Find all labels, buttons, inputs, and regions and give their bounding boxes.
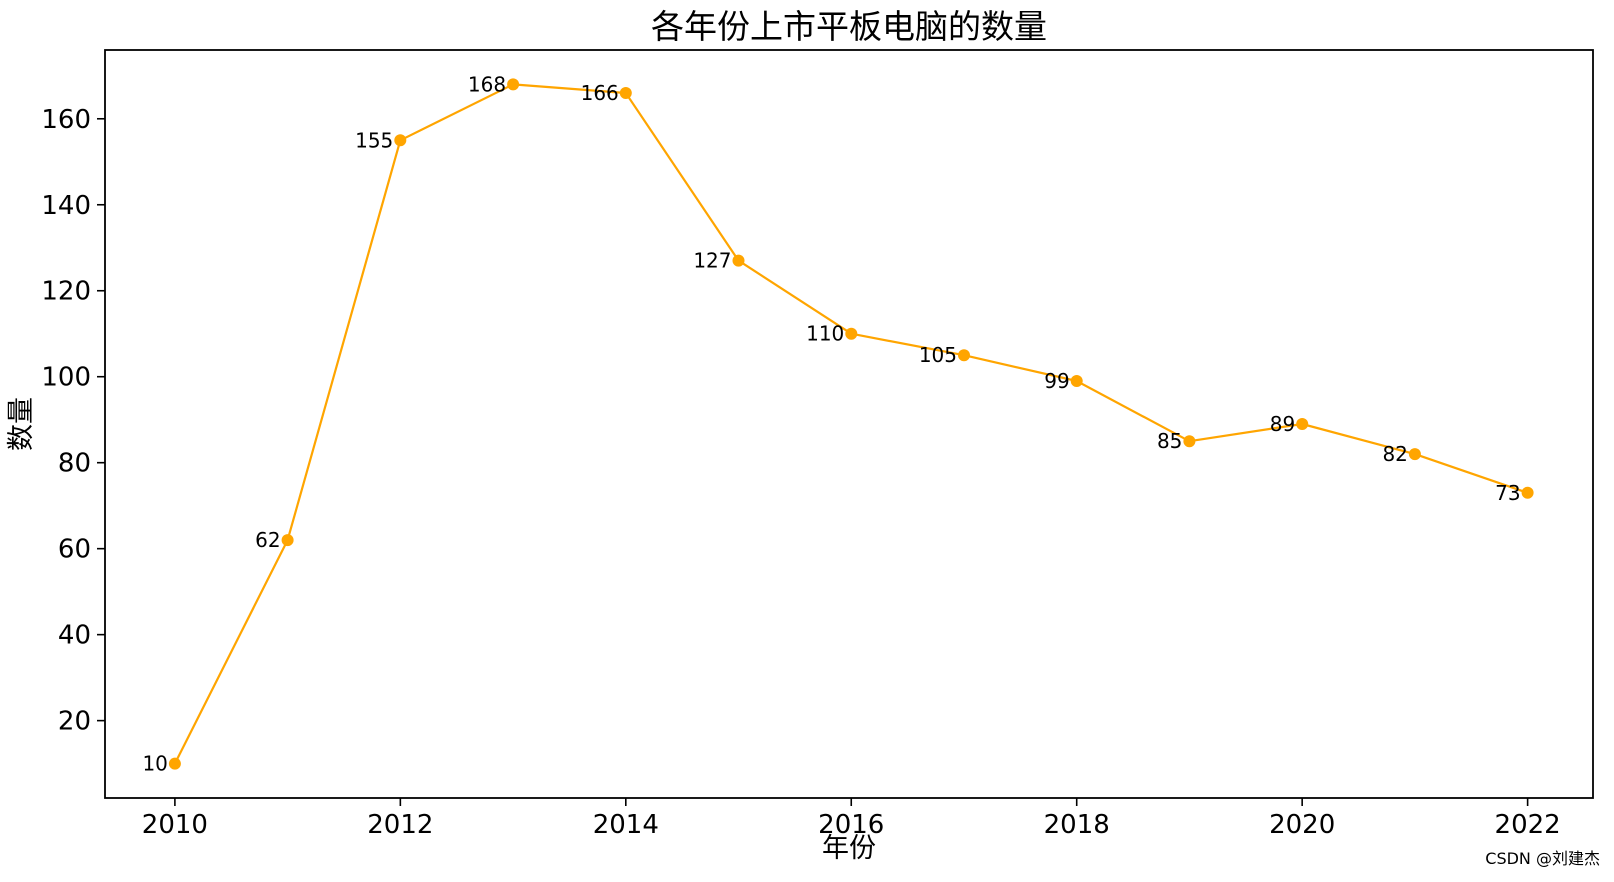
data-point-marker: [732, 254, 745, 267]
x-axis-label: 年份: [822, 833, 876, 864]
y-tick-label: 100: [41, 363, 91, 393]
y-tick-label: 140: [41, 191, 91, 221]
data-point-label: 155: [355, 128, 393, 152]
data-point-label: 10: [142, 752, 167, 776]
data-point-marker: [507, 78, 520, 91]
data-point-marker: [958, 349, 970, 362]
x-tick-label: 2022: [1495, 810, 1561, 840]
y-tick-label: 160: [41, 105, 91, 135]
data-point-label: 82: [1382, 442, 1407, 466]
data-point-marker: [1408, 448, 1421, 461]
series-line: [173, 83, 1529, 765]
data-point-label: 73: [1495, 481, 1520, 505]
y-tick-label: 80: [58, 449, 91, 479]
data-point-marker: [1070, 375, 1083, 387]
y-axis-label: 数量: [6, 397, 37, 451]
x-tick-label: 2012: [367, 810, 433, 840]
data-point-marker: [845, 327, 858, 340]
x-tick-label: 2018: [1044, 810, 1110, 840]
data-point-marker: [1183, 435, 1196, 448]
data-point-label: 110: [806, 322, 844, 346]
x-tick-label: 2016: [818, 810, 884, 840]
y-tick-label: 60: [58, 535, 91, 565]
y-tick-label: 120: [41, 277, 91, 307]
y-tick-label: 20: [58, 707, 91, 737]
data-point-label: 105: [919, 343, 957, 367]
plot-layer: 2010 2012 2014 2016 2018 2020 2022 20 40 60 80 100 1…: [41, 72, 1560, 840]
data-point-label: 99: [1044, 369, 1069, 393]
x-tick-label: 2014: [593, 810, 659, 840]
data-point-marker: [394, 134, 407, 147]
x-tick-label: 2010: [142, 810, 208, 840]
x-tick-label: 2020: [1269, 810, 1335, 840]
data-point-label: 89: [1270, 412, 1295, 436]
data-point-label: 166: [581, 81, 619, 105]
data-point-marker: [281, 534, 294, 547]
y-tick-label: 40: [58, 621, 91, 651]
data-point-marker: [619, 87, 632, 99]
axes-frame: [104, 49, 1594, 799]
data-point-label: 85: [1157, 429, 1182, 453]
watermark: CSDN @刘建杰: [1485, 849, 1600, 868]
data-point-marker: [168, 757, 181, 770]
data-point-label: 127: [693, 249, 731, 273]
data-point-label: 62: [255, 528, 280, 552]
data-point-label: 168: [468, 72, 506, 96]
chart-title: 各年份上市平板电脑的数量: [651, 7, 1047, 46]
data-point-marker: [1521, 486, 1534, 499]
data-point-marker: [1296, 418, 1309, 430]
